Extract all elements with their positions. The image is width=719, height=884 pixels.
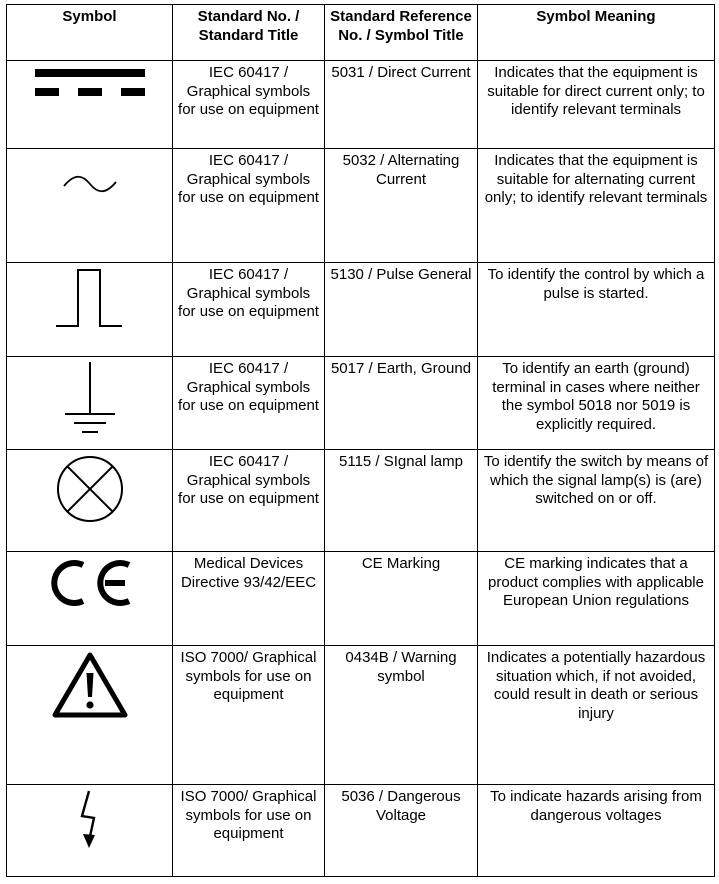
reference-cell: 5032 / Alternating Current bbox=[324, 148, 478, 263]
standard-cell: IEC 60417 / Graphical symbols for use on… bbox=[172, 148, 325, 263]
standard-cell: IEC 60417 / Graphical symbols for use on… bbox=[172, 356, 325, 450]
reference-cell: 5036 / Dangerous Voltage bbox=[324, 784, 478, 877]
standard-cell: Medical Devices Directive 93/42/EEC bbox=[172, 551, 325, 646]
table-row: IEC 60417 / Graphical symbols for use on… bbox=[6, 356, 715, 450]
symbol-cell bbox=[6, 784, 173, 877]
alternating-current-icon bbox=[62, 175, 117, 193]
meaning-cell: Indicates that the equipment is suitable… bbox=[477, 148, 715, 263]
header-reference-no: Standard Reference No. / Symbol Title bbox=[324, 4, 478, 61]
meaning-cell: CE marking indicates that a product comp… bbox=[477, 551, 715, 646]
table-row: IEC 60417 / Graphical symbols for use on… bbox=[6, 148, 715, 263]
reference-cell: 5130 / Pulse General bbox=[324, 262, 478, 357]
symbol-cell bbox=[6, 60, 173, 149]
header-meaning: Symbol Meaning bbox=[477, 4, 715, 61]
warning-triangle-icon bbox=[52, 652, 127, 718]
standard-cell: ISO 7000/ Graphical symbols for use on e… bbox=[172, 784, 325, 877]
header-symbol: Symbol bbox=[6, 4, 173, 61]
meaning-cell: Indicates that the equipment is suitable… bbox=[477, 60, 715, 149]
reference-cell: 5031 / Direct Current bbox=[324, 60, 478, 149]
symbol-cell bbox=[6, 148, 173, 263]
meaning-cell: To identify the control by which a pulse… bbox=[477, 262, 715, 357]
symbol-cell bbox=[6, 356, 173, 450]
table-row: ISO 7000/ Graphical symbols for use on e… bbox=[6, 645, 715, 785]
reference-cell: CE Marking bbox=[324, 551, 478, 646]
reference-cell: 5115 / SIgnal lamp bbox=[324, 449, 478, 552]
dangerous-voltage-icon bbox=[79, 790, 95, 848]
table-row: IEC 60417 / Graphical symbols for use on… bbox=[6, 262, 715, 357]
standard-cell: ISO 7000/ Graphical symbols for use on e… bbox=[172, 645, 325, 785]
symbol-cell bbox=[6, 551, 173, 646]
reference-cell: 0434B / Warning symbol bbox=[324, 645, 478, 785]
standard-cell: IEC 60417 / Graphical symbols for use on… bbox=[172, 60, 325, 149]
symbol-cell bbox=[6, 449, 173, 552]
ce-marking-icon bbox=[50, 560, 130, 606]
direct-current-icon bbox=[34, 69, 145, 96]
table-row: Medical Devices Directive 93/42/EEC CE M… bbox=[6, 551, 715, 646]
header-row: Symbol Standard No. / Standard Title Sta… bbox=[6, 4, 715, 61]
meaning-cell: Indicates a potentially hazardous situat… bbox=[477, 645, 715, 785]
meaning-cell: To indicate hazards arising from dangero… bbox=[477, 784, 715, 877]
table-row: IEC 60417 / Graphical symbols for use on… bbox=[6, 60, 715, 149]
symbol-cell bbox=[6, 645, 173, 785]
table-row: IEC 60417 / Graphical symbols for use on… bbox=[6, 449, 715, 552]
header-standard-no: Standard No. / Standard Title bbox=[172, 4, 325, 61]
earth-ground-icon bbox=[64, 362, 115, 433]
symbols-table: Symbol Standard No. / Standard Title Sta… bbox=[6, 4, 715, 877]
table-row: ISO 7000/ Graphical symbols for use on e… bbox=[6, 784, 715, 877]
meaning-cell: To identify an earth (ground) terminal i… bbox=[477, 356, 715, 450]
standard-cell: IEC 60417 / Graphical symbols for use on… bbox=[172, 449, 325, 552]
pulse-icon bbox=[55, 269, 122, 327]
reference-cell: 5017 / Earth, Ground bbox=[324, 356, 478, 450]
signal-lamp-icon bbox=[56, 456, 123, 522]
symbol-cell bbox=[6, 262, 173, 357]
meaning-cell: To identify the switch by means of which… bbox=[477, 449, 715, 552]
standard-cell: IEC 60417 / Graphical symbols for use on… bbox=[172, 262, 325, 357]
